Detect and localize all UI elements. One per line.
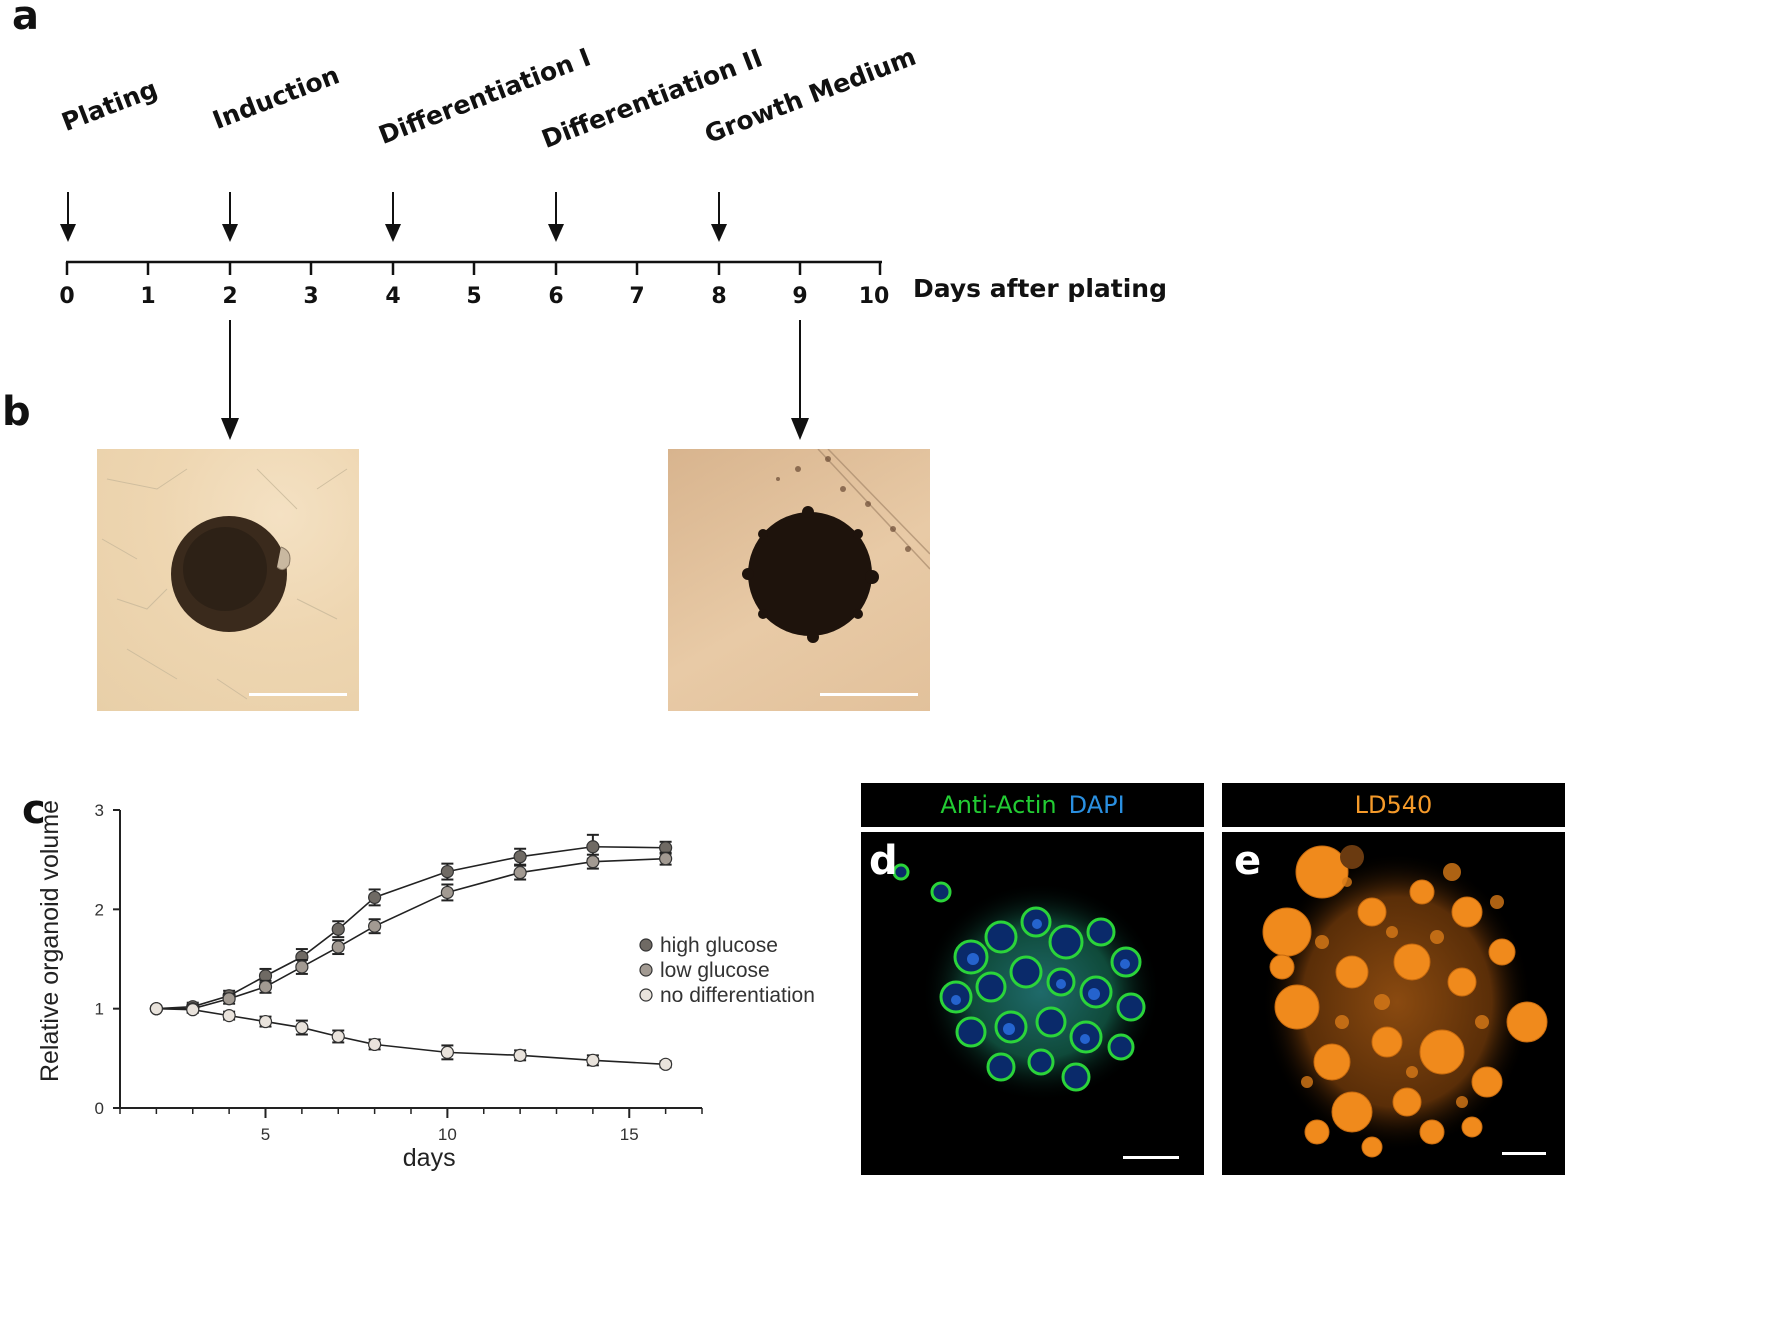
- x-tick-label: 15: [620, 1125, 639, 1144]
- data-point: [513, 865, 527, 880]
- data-point: [659, 852, 673, 866]
- day-tick-2: 2: [222, 284, 238, 309]
- timeline-axis-label: Days after plating: [913, 274, 1167, 303]
- data-point: [222, 992, 236, 1006]
- data-point: [295, 1020, 309, 1035]
- legend-marker: [639, 963, 653, 977]
- data-point: [149, 1002, 163, 1016]
- data-point: [331, 922, 345, 936]
- day-tick-10: 10: [858, 284, 890, 309]
- data-point: [186, 1003, 200, 1017]
- fluorescence-header-d: Anti-Actin DAPI: [861, 783, 1204, 827]
- data-point: [368, 1037, 382, 1052]
- data-point: [258, 1014, 273, 1029]
- y-tick-label: 0: [95, 1099, 104, 1118]
- day-tick-4: 4: [385, 284, 401, 309]
- legend-label: low glucose: [660, 959, 770, 982]
- scale-bar: [820, 693, 918, 696]
- panel-label-d: d: [869, 838, 898, 884]
- day-tick-6: 6: [548, 284, 564, 309]
- day-tick-5: 5: [466, 284, 482, 309]
- panel-label-e: e: [1234, 838, 1262, 884]
- data-point: [513, 1048, 527, 1062]
- series-line: [156, 857, 666, 1010]
- data-point: [368, 919, 382, 933]
- data-point: [586, 855, 600, 869]
- panel-label-a: a: [12, 0, 39, 39]
- timeline-ticks: [65, 262, 882, 275]
- organoid-volume-chart: 0 1 2 3 5 10 15 days Relative organoid volume hig…: [36, 800, 815, 1172]
- day-tick-9: 9: [792, 284, 808, 309]
- scale-bar: [1123, 1156, 1179, 1159]
- scale-bar: [249, 693, 347, 696]
- day-tick-7: 7: [629, 284, 645, 309]
- legend-label: high glucose: [660, 934, 778, 957]
- brightfield-image-day-9: [668, 449, 930, 711]
- fluorescence-image-actin-dapi: d: [861, 832, 1204, 1175]
- panel-label-b: b: [2, 389, 31, 435]
- x-axis-label: days: [403, 1144, 456, 1172]
- brightfield-image-day-2: [97, 449, 359, 711]
- day-tick-1: 1: [140, 284, 156, 309]
- legend-marker: [639, 988, 653, 1002]
- data-point: [440, 885, 454, 900]
- legend-marker: [639, 938, 653, 952]
- y-axis-label: Relative organoid volume: [36, 800, 64, 1082]
- data-point: [368, 890, 382, 905]
- data-point: [586, 1053, 600, 1067]
- data-point: [440, 1045, 454, 1059]
- day-tick-8: 8: [711, 284, 727, 309]
- legend-label: no differentiation: [660, 984, 815, 1007]
- x-tick-label: 5: [261, 1125, 270, 1144]
- x-tick-label: 10: [438, 1125, 457, 1144]
- stain-label-actin: Anti-Actin: [940, 791, 1057, 819]
- data-point: [659, 1057, 673, 1071]
- day-tick-3: 3: [303, 284, 319, 309]
- data-point: [331, 1029, 345, 1044]
- stain-label-ld540: LD540: [1354, 791, 1433, 819]
- y-tick-label: 2: [95, 900, 104, 919]
- data-point: [295, 960, 309, 974]
- panel-label-c: c: [22, 787, 46, 833]
- series-line: [156, 845, 666, 1010]
- stage-arrows: [60, 192, 727, 242]
- day-tick-0: 0: [59, 284, 75, 309]
- scale-bar: [1502, 1152, 1546, 1155]
- data-point: [513, 850, 527, 864]
- y-tick-label: 1: [95, 1000, 104, 1019]
- stain-label-dapi: DAPI: [1068, 791, 1125, 819]
- data-point: [222, 1009, 236, 1023]
- fluorescence-header-e: LD540: [1222, 783, 1565, 827]
- data-point: [258, 980, 273, 994]
- data-point: [331, 940, 345, 954]
- y-tick-label: 3: [95, 801, 104, 820]
- data-point: [586, 840, 600, 854]
- fluorescence-image-ld540: e: [1222, 832, 1565, 1175]
- timeline: [60, 192, 882, 440]
- data-point: [440, 864, 454, 879]
